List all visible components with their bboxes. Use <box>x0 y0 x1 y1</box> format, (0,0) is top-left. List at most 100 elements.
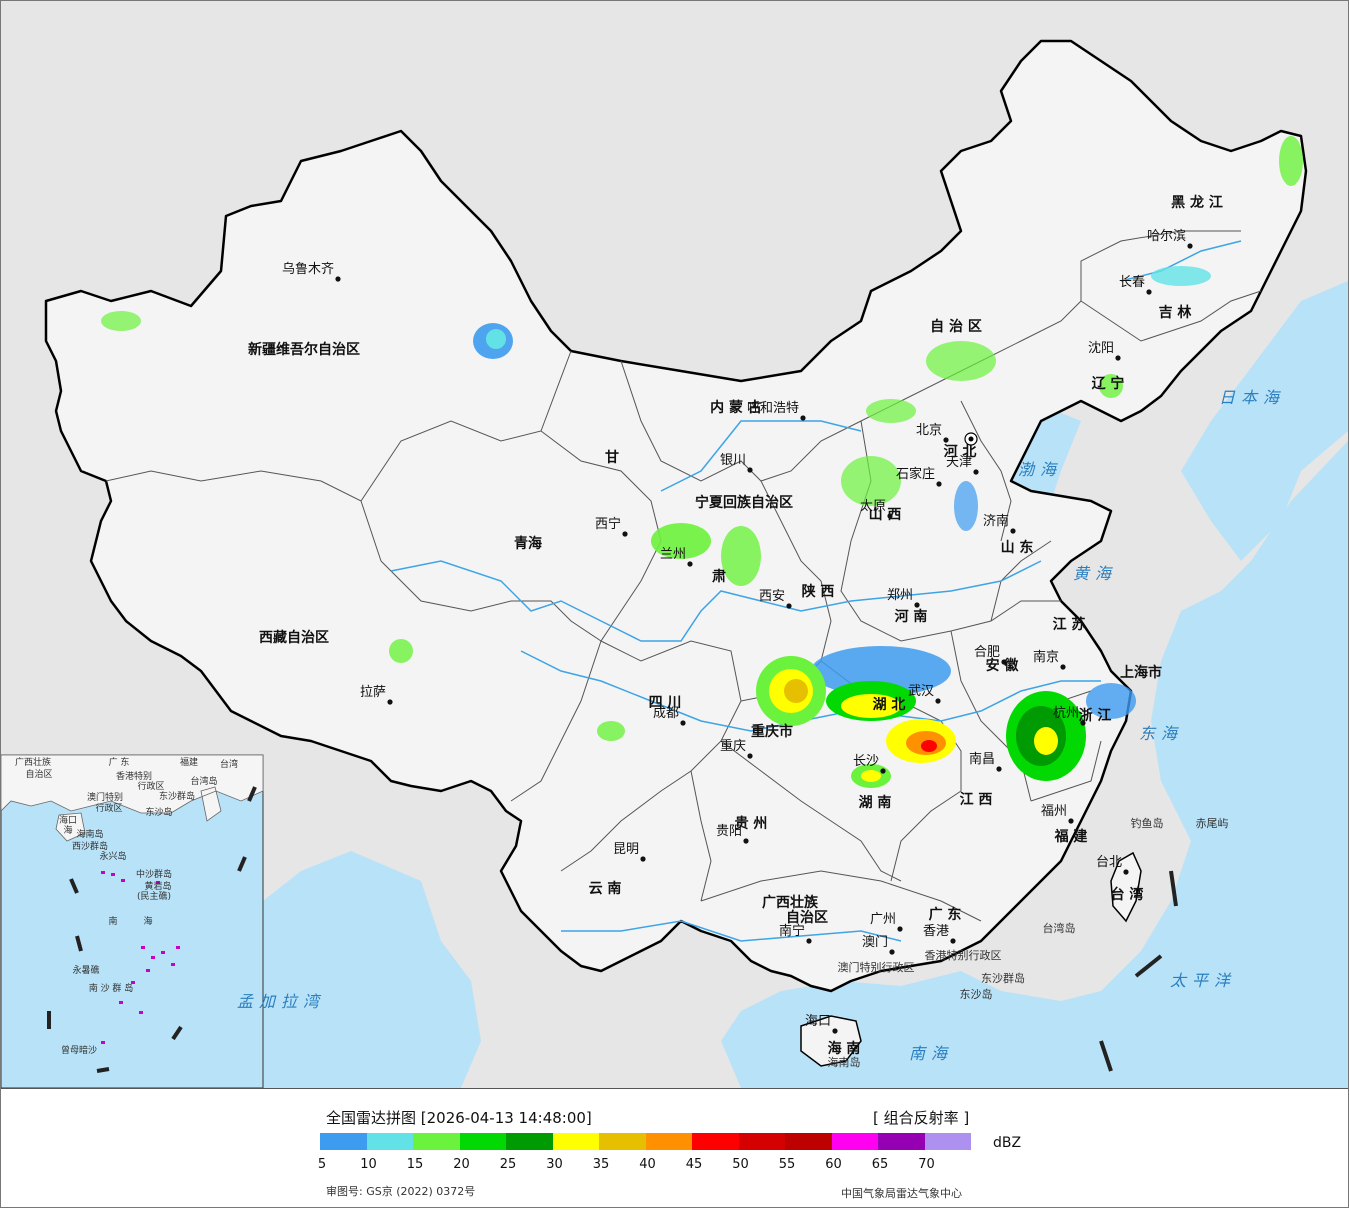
city-label: 沈阳 <box>1088 341 1114 356</box>
city-label: 南宁 <box>779 923 805 939</box>
city-label: 拉萨 <box>360 685 386 700</box>
inset-labels: 广西壮族自治区广 东福建 台湾香港特别行政区 台湾岛澳门特别行政区东沙群岛东沙岛海口… <box>15 756 238 1056</box>
color-scale-tick: 30 <box>546 1157 563 1172</box>
inset-label: 海 <box>143 915 152 927</box>
province-label-gansu-2: 肃 <box>712 568 726 585</box>
color-scale-swatch <box>738 1133 785 1150</box>
city-marker <box>1010 528 1016 534</box>
province-label-gansu-1: 甘 <box>605 449 619 466</box>
province-label-henan: 河 南 <box>895 608 928 625</box>
province-label-shandong: 山 东 <box>1001 539 1034 556</box>
inset-label: 海口 <box>59 814 77 826</box>
color-scale-tick: 65 <box>871 1157 889 1172</box>
city-label: 长沙 <box>853 754 879 769</box>
city-label: 济南 <box>983 513 1009 529</box>
province-label-neimenggu-2: 自 治 区 <box>930 318 982 335</box>
province-label-shaanxi: 陕 西 <box>802 583 835 600</box>
island-label: 东沙群岛 <box>981 971 1025 985</box>
inset-label: 南 <box>108 915 117 927</box>
city-label: 昆明 <box>613 842 639 857</box>
province-label-liaoning: 辽 宁 <box>1092 375 1125 392</box>
city-label: 西安 <box>759 589 785 604</box>
city-marker <box>1146 289 1152 295</box>
city-marker <box>622 531 628 537</box>
province-label-shanghai: 上海市 <box>1120 664 1162 681</box>
inset-label: 南 沙 群 岛 <box>89 982 134 994</box>
city-marker <box>1123 869 1129 875</box>
sea-label: 日本海 <box>1219 388 1285 407</box>
inset-label: 广 东 <box>109 756 130 768</box>
inset-label: 行政区 <box>95 802 122 814</box>
city-label: 海口 <box>805 1014 831 1029</box>
inset-label: 澳门特别 <box>87 791 123 803</box>
city-marker <box>800 415 806 421</box>
color-scale-swatch <box>599 1133 646 1150</box>
city-label: 呼和浩特 <box>747 401 799 416</box>
city-marker <box>743 838 749 844</box>
city-label: 郑州 <box>887 588 913 603</box>
city-label: 太原 <box>860 499 886 514</box>
province-label-jiangxi: 江 西 <box>960 791 993 808</box>
province-label-fujian: 福 建 <box>1054 828 1088 845</box>
color-scale-swatch <box>506 1133 553 1150</box>
city-marker <box>1001 659 1007 665</box>
city-label: 广州 <box>870 912 896 927</box>
island-label: 台湾岛 <box>1043 921 1076 935</box>
inset-label: 西沙群岛 <box>72 840 108 852</box>
product-type: [ 组合反射率 ] <box>873 1109 970 1127</box>
sea-label: 南海 <box>909 1044 953 1063</box>
sea-label: 东海 <box>1139 724 1183 743</box>
city-marker <box>1060 664 1066 670</box>
city-label: 香港 <box>923 924 949 939</box>
color-scale-tick: 25 <box>499 1157 517 1172</box>
sea-label: 渤海 <box>1018 460 1062 479</box>
city-label: 南昌 <box>969 751 995 767</box>
province-label-heilongjiang: 黑 龙 江 <box>1171 194 1223 211</box>
city-label: 南京 <box>1033 649 1059 665</box>
province-label-jilin: 吉 林 <box>1159 304 1192 321</box>
province-label-hunan: 湖 南 <box>859 794 892 811</box>
province-label-neimenggu: 内 蒙 古 <box>710 399 762 416</box>
city-label: 台北 <box>1096 855 1122 870</box>
radar-echoes <box>101 136 1303 788</box>
inset-label: (民主礁) <box>137 890 171 902</box>
province-label-xinjiang: 新疆维吾尔自治区 <box>248 341 360 358</box>
city-marker <box>786 603 792 609</box>
color-scale-tick: 20 <box>453 1157 470 1172</box>
city-marker <box>1068 818 1074 824</box>
city-label: 天津 <box>946 455 972 470</box>
province-label-ningxia: 宁夏回族自治区 <box>695 494 793 511</box>
city-label: 合肥 <box>974 645 1000 660</box>
island-label: 东沙岛 <box>960 987 993 1001</box>
color-scale-swatch <box>785 1133 832 1150</box>
province-label-hubei: 湖 北 <box>873 697 906 713</box>
city-marker <box>1080 720 1086 726</box>
color-scale-swatch <box>459 1133 506 1150</box>
city-marker <box>943 437 949 443</box>
city-marker <box>387 699 393 705</box>
city-marker <box>335 276 341 282</box>
city-label: 澳门 <box>862 934 888 950</box>
province-label-xizang: 西藏自治区 <box>259 629 329 646</box>
color-scale-tick: 55 <box>778 1157 796 1172</box>
city-marker <box>935 698 941 704</box>
color-scale-tick: 5 <box>317 1157 327 1172</box>
province-label-hainan: 海 南 <box>828 1040 861 1057</box>
inset-label: 台湾岛 <box>190 775 217 787</box>
island-label: 澳门特别行政区 <box>838 960 915 974</box>
province-label-shanxi: 山 西 <box>869 507 902 523</box>
city-label: 杭州 <box>1053 706 1079 721</box>
city-label: 西宁 <box>595 516 621 532</box>
city-label: 长春 <box>1119 275 1145 290</box>
color-scale-tick: 15 <box>406 1157 424 1172</box>
city-marker <box>1115 355 1121 361</box>
city-marker <box>950 938 956 944</box>
inset-label: 广西壮族 <box>15 756 51 768</box>
inset-label: 福建 <box>180 756 198 768</box>
color-scale-swatch <box>552 1133 599 1150</box>
beijing-capital-icon <box>964 432 978 446</box>
color-scale-swatch <box>320 1133 367 1150</box>
city-marker <box>832 1028 838 1034</box>
